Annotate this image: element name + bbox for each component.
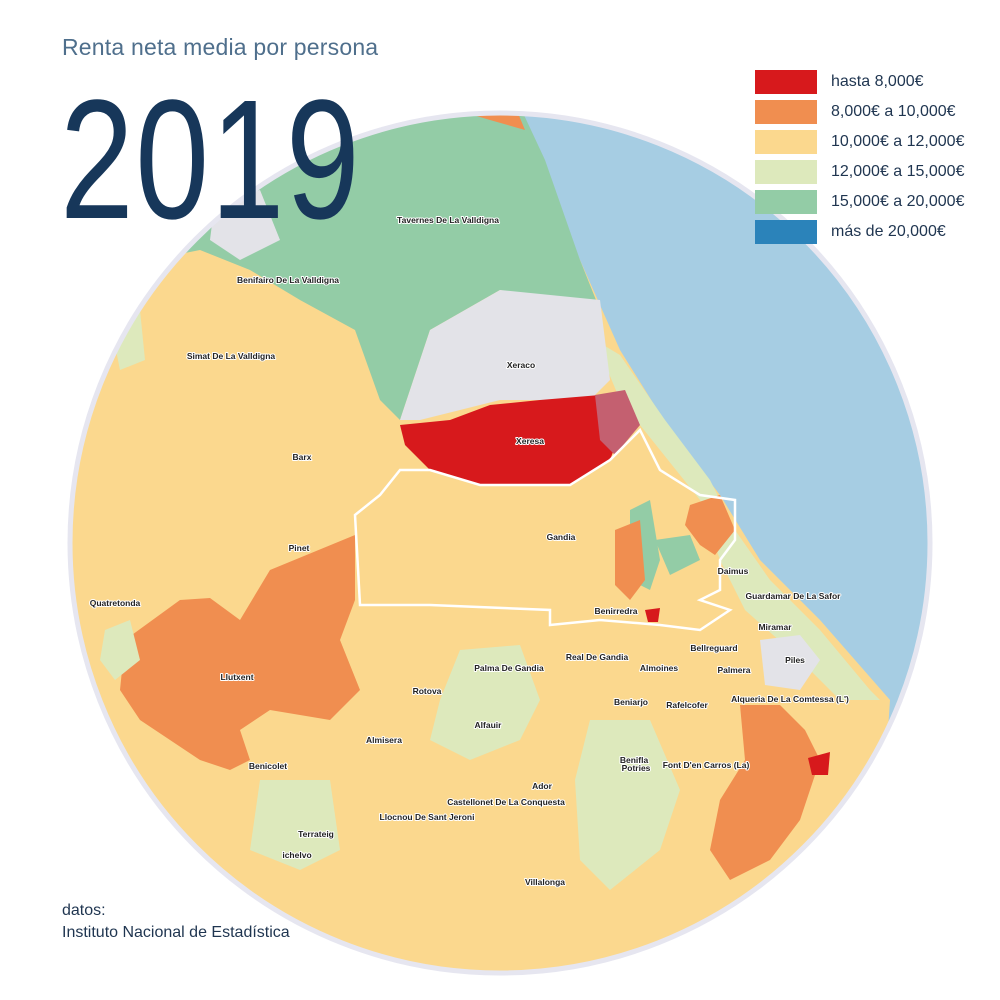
legend-swatch: [755, 130, 817, 154]
place-label: Villalonga: [525, 877, 565, 887]
place-label: Benifla: [620, 755, 649, 765]
place-label: Font D'en Carros (La): [663, 760, 750, 770]
legend-item: más de 20,000€: [755, 220, 964, 244]
place-label: Tavernes De La Valldigna: [397, 215, 499, 225]
legend-swatch: [755, 220, 817, 244]
place-label: Xeraco: [507, 360, 535, 370]
legend-item: 12,000€ a 15,000€: [755, 160, 964, 184]
coastal-zone-12-15k: [595, 340, 880, 700]
place-label: ichelvo: [282, 850, 311, 860]
source-name: Instituto Nacional de Estadística: [62, 924, 290, 941]
place-label: Real De Gandia: [566, 652, 629, 662]
place-label: Daimus: [718, 566, 749, 576]
legend-label: 10,000€ a 12,000€: [831, 133, 965, 150]
place-label: Palmera: [717, 665, 750, 675]
map-circle-border: [67, 110, 933, 976]
west-zone-12-15k: [100, 620, 140, 680]
place-label: Barx: [293, 452, 312, 462]
source-label: datos:: [62, 902, 106, 919]
place-label: Terrateig: [298, 829, 334, 839]
place-label: Castellonet De La Conquesta: [447, 797, 565, 807]
legend-item: 10,000€ a 12,000€: [755, 130, 964, 154]
map-subtitle: Renta neta media por persona: [62, 34, 379, 60]
place-label: Ador: [532, 781, 553, 791]
legend-item: 15,000€ a 20,000€: [755, 190, 964, 214]
potries-zone-12-15k: [575, 720, 680, 890]
place-label: Piles: [785, 655, 805, 665]
piles-no-data: [760, 635, 820, 690]
year-title: 2019: [60, 65, 362, 255]
place-label: Simat De La Valldigna: [187, 351, 276, 361]
place-label: Quatretonda: [90, 598, 141, 608]
place-label: Benirredra: [595, 606, 638, 616]
place-label: Llocnou De Sant Jeroni: [380, 812, 475, 822]
xeresa-zone-under-8k: [400, 395, 625, 485]
place-label: Beniarjo: [614, 697, 648, 707]
legend-swatch: [755, 160, 817, 184]
legend-label: 8,000€ a 10,000€: [831, 103, 956, 120]
place-label: Miramar: [758, 622, 792, 632]
place-label: Rafelcofer: [666, 700, 708, 710]
place-label: Almisera: [366, 735, 402, 745]
legend-swatch: [755, 190, 817, 214]
gandia-boundary: [353, 427, 737, 632]
place-label: Gandia: [547, 532, 576, 542]
southeast-zone-8-10k: [710, 705, 820, 880]
place-label: Pinet: [289, 543, 310, 553]
place-label: Palma De Gandia: [474, 663, 544, 673]
gandia-coast-orange: [685, 495, 735, 555]
terrateig-zone-12-15k: [250, 780, 340, 870]
place-label: Guardamar De La Safor: [746, 591, 842, 601]
legend-swatch: [755, 100, 817, 124]
place-label: Bellreguard: [690, 643, 737, 653]
place-label: Benicolet: [249, 761, 287, 771]
benirredra-red: [645, 608, 660, 622]
place-label: Alqueria De La Comtessa (L'): [731, 694, 849, 704]
place-label: Llutxent: [220, 672, 253, 682]
legend-label: más de 20,000€: [831, 223, 946, 240]
legend-label: 12,000€ a 15,000€: [831, 163, 965, 180]
legend-swatch: [755, 70, 817, 94]
data-source: datos: Instituto Nacional de Estadística: [62, 900, 290, 944]
place-label: Almoines: [640, 663, 679, 673]
gandia-orange-patch: [615, 520, 645, 600]
place-label: Rotova: [413, 686, 442, 696]
place-label: Potries: [622, 763, 651, 773]
legend: hasta 8,000€ 8,000€ a 10,000€ 10,000€ a …: [755, 70, 964, 250]
north-zone-8-10k: [410, 113, 525, 130]
xeresa-coast-zone: [595, 390, 640, 455]
legend-item: hasta 8,000€: [755, 70, 964, 94]
palma-zone-12-15k: [430, 645, 540, 760]
southeast-red: [808, 752, 830, 775]
place-label: Xeresa: [516, 436, 544, 446]
gandia-center-green: [655, 535, 700, 575]
legend-label: 15,000€ a 20,000€: [831, 193, 965, 210]
place-label: Benifairo De La Valldigna: [237, 275, 339, 285]
legend-item: 8,000€ a 10,000€: [755, 100, 964, 124]
legend-label: hasta 8,000€: [831, 73, 924, 90]
llutxent-zone-8-10k: [120, 535, 360, 770]
xeraco-no-data: [400, 290, 610, 420]
place-label: Alfauir: [475, 720, 503, 730]
